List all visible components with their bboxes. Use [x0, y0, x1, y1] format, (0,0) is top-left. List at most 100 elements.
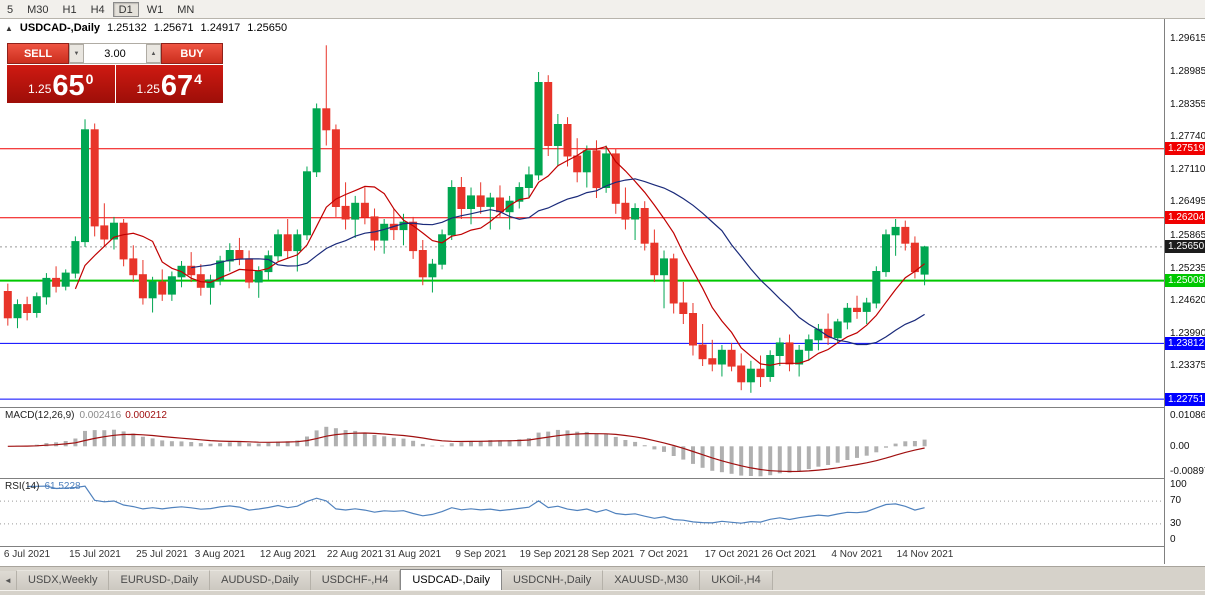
- timeframe-button-h1[interactable]: H1: [57, 2, 83, 17]
- candle-body: [669, 258, 678, 304]
- candle-body: [476, 195, 485, 207]
- chart-tab[interactable]: USDX,Weekly: [17, 570, 110, 590]
- volume-decrease-button[interactable]: ▼: [69, 44, 84, 63]
- candle-body: [418, 250, 427, 278]
- price-tick-label: 1.23375: [1170, 360, 1205, 371]
- sell-price-sup: 0: [85, 71, 94, 87]
- date-label: 31 Aug 2021: [384, 549, 442, 560]
- date-label: 3 Aug 2021: [194, 549, 246, 560]
- sell-price-base: 1.25: [28, 82, 52, 96]
- candle-body: [496, 197, 504, 213]
- candle-body: [380, 223, 389, 241]
- candle-body: [660, 258, 668, 276]
- rsi-panel-splitter[interactable]: [0, 478, 1205, 479]
- chart-title: ▲ USDCAD-,Daily 1.25132 1.25671 1.24917 …: [5, 22, 287, 34]
- date-label: 25 Jul 2021: [136, 549, 188, 560]
- rsi-axis-label: 30: [1170, 518, 1182, 529]
- candle-body: [52, 277, 61, 287]
- chart-tab[interactable]: XAUUSD-,M30: [603, 570, 701, 590]
- sell-price-display[interactable]: 1.25 65 0: [7, 65, 115, 103]
- price-axis: 1.29615 1.28985 1.28355 1.27740 1.27110 1.264…: [1164, 19, 1205, 564]
- candle-body: [457, 187, 466, 209]
- price-tick-label: 1.25865: [1170, 230, 1205, 241]
- candle-body: [843, 307, 852, 323]
- candle-body: [467, 195, 475, 209]
- candle-body: [399, 221, 408, 231]
- time-axis: 6 Jul 2021 15 Jul 2021 25 Jul 2021 3 Aug 20…: [0, 547, 1164, 564]
- tab-scroll-left-button[interactable]: ◄: [0, 571, 17, 590]
- candle-body: [71, 241, 80, 274]
- date-label: 14 Nov 2021: [896, 549, 954, 560]
- chart-tab[interactable]: UKOil-,H4: [700, 570, 773, 590]
- candle-body: [737, 365, 746, 383]
- candle-body: [274, 234, 282, 257]
- candle-body: [804, 339, 813, 351]
- macd-panel-splitter[interactable]: [0, 407, 1205, 408]
- candle-body: [138, 274, 147, 299]
- macd-label: MACD(12,26,9) 0.002416 0.000212: [5, 410, 167, 421]
- price-tick-label: 1.27740: [1170, 131, 1205, 142]
- date-label: 6 Jul 2021: [3, 549, 51, 560]
- one-click-collapse-icon[interactable]: ▲: [5, 23, 13, 33]
- candle-body: [206, 279, 215, 288]
- candle-body: [119, 222, 128, 260]
- date-label: 4 Nov 2021: [831, 549, 883, 560]
- candle-body: [515, 187, 524, 202]
- candle-body: [447, 187, 456, 236]
- chart-tab[interactable]: USDCAD-,Daily: [400, 569, 502, 590]
- buy-button[interactable]: BUY: [161, 43, 223, 64]
- price-tick-label: 1.25235: [1170, 263, 1205, 274]
- rsi-axis-label: 100: [1170, 479, 1187, 490]
- date-label: 19 Sep 2021: [519, 549, 577, 560]
- time-axis-separator: [0, 546, 1205, 547]
- rsi-canvas: [0, 485, 1164, 525]
- chart-symbol-label: USDCAD-,Daily: [19, 22, 100, 34]
- rsi-axis-label: 0: [1170, 534, 1176, 545]
- candle-body: [331, 129, 340, 207]
- candle-body: [563, 124, 572, 157]
- volume-increase-button[interactable]: ▲: [146, 44, 161, 63]
- price-tick-label: 1.28985: [1170, 66, 1205, 77]
- current-price-badge: 1.25650: [1165, 240, 1205, 253]
- candle-body: [312, 108, 321, 173]
- buy-price-base: 1.25: [136, 82, 160, 96]
- timeframe-button-m30[interactable]: M30: [21, 2, 54, 17]
- buy-price-display[interactable]: 1.25 67 4: [115, 65, 223, 103]
- timeframe-button-5[interactable]: 5: [1, 2, 19, 17]
- rsi-value: 61.5228: [44, 481, 81, 492]
- timeframe-button-d1[interactable]: D1: [112, 1, 139, 17]
- candle-body: [505, 200, 514, 213]
- date-label: 26 Oct 2021: [761, 549, 817, 560]
- chart-tab[interactable]: USDCNH-,Daily: [501, 570, 604, 590]
- candle-body: [370, 216, 379, 241]
- price-chart-canvas[interactable]: [0, 19, 1164, 407]
- date-label: 9 Sep 2021: [455, 549, 507, 560]
- candle-body: [293, 234, 302, 252]
- candle-body: [360, 202, 369, 218]
- sell-button[interactable]: SELL: [7, 43, 69, 64]
- date-label: 22 Aug 2021: [326, 549, 384, 560]
- macd-signal-line: [7, 432, 925, 473]
- candle-body: [254, 271, 263, 283]
- candle-body: [264, 255, 273, 273]
- chart-tab[interactable]: EURUSD-,Daily: [109, 570, 211, 590]
- candle-body: [534, 82, 543, 176]
- macd-signal-value: 0.000212: [125, 410, 167, 421]
- volume-input[interactable]: [84, 44, 146, 63]
- chart-tab[interactable]: AUDUSD-,Daily: [210, 570, 311, 590]
- candle-body: [872, 271, 881, 304]
- timeframe-button-mn[interactable]: MN: [171, 2, 200, 17]
- candle-body: [717, 349, 726, 365]
- rsi-line: [27, 485, 925, 524]
- candle-body: [553, 124, 562, 146]
- chart-tab[interactable]: USDCHF-,H4: [310, 570, 401, 590]
- candle-body: [766, 355, 775, 377]
- candle-body: [611, 153, 620, 204]
- timeframe-button-w1[interactable]: W1: [141, 2, 170, 17]
- candle-body: [438, 234, 447, 265]
- price-level-badge: 1.25008: [1165, 274, 1205, 287]
- timeframe-button-h4[interactable]: H4: [85, 2, 111, 17]
- candle-body: [862, 302, 871, 312]
